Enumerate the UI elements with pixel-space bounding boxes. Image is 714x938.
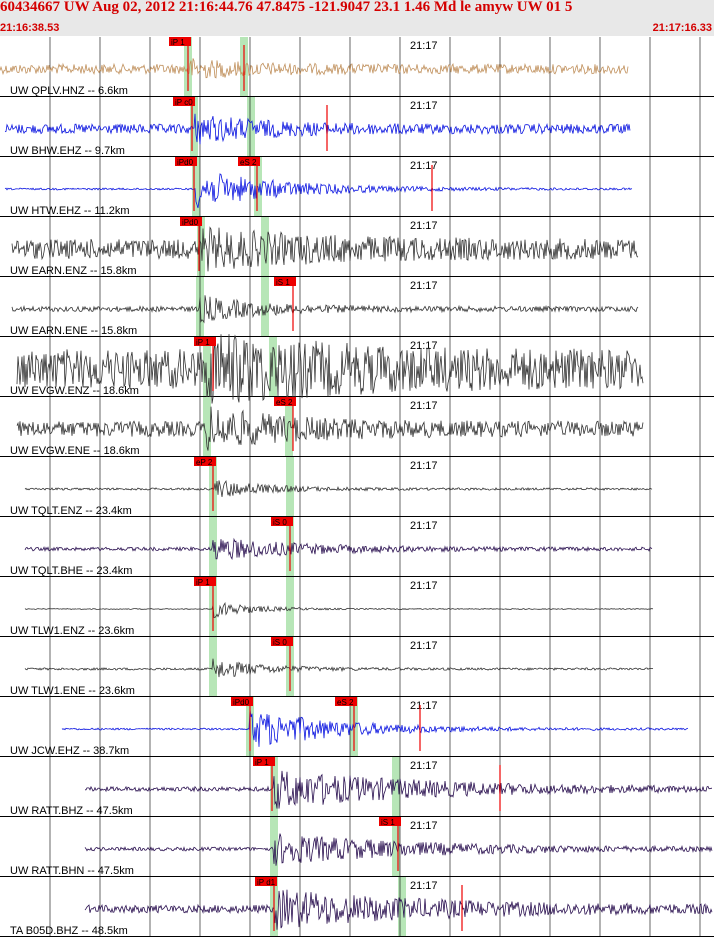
station-label: UW RATT.BHN -- 47.5km [10,865,134,877]
phase-pick-label: eS 2 [276,398,293,407]
phase-pick-label: eS 2 [337,698,354,707]
minute-tick-label: 21:17 [410,280,438,292]
phase-pick-label: iPd0 [182,218,199,227]
station-label: UW HTW.EHZ -- 11.2km [10,205,130,217]
pick-window [286,457,294,517]
pick-window [209,637,217,697]
minute-tick-label: 21:17 [410,100,438,112]
station-label: UW EARN.ENE -- 15.8km [10,325,137,337]
phase-pick-tag[interactable] [379,817,401,826]
station-label: UW EARN.ENZ -- 15.8km [10,265,137,277]
pick-window [203,397,211,457]
waveform-trace[interactable] [0,58,629,79]
waveform-trace[interactable] [24,479,653,498]
waveform-trace[interactable] [4,113,631,145]
station-label: UW RATT.BHZ -- 47.5km [10,805,133,817]
phase-pick-tag[interactable] [255,877,277,886]
station-label: UW TLW1.ENZ -- 23.6km [10,625,134,637]
window-start-time: 21:16:38.53 [0,22,60,34]
phase-pick-label: iP c0 [175,98,193,107]
pick-window [261,217,269,277]
phase-pick-label: iP 1 [171,38,185,47]
station-label: UW TQLT.BHE -- 23.4km [10,565,132,577]
minute-tick-label: 21:17 [410,160,438,172]
minute-tick-label: 21:17 [410,640,438,652]
pick-window [286,577,294,637]
minute-tick-label: 21:17 [410,400,438,412]
phase-pick-label: iS 0 [273,518,287,527]
waveform-trace[interactable] [16,334,644,407]
minute-tick-label: 21:17 [410,700,438,712]
waveform-trace[interactable] [11,226,639,272]
seismogram-panel[interactable]: 21:17 iP 1 UW QPLV.HNZ -- 6.6km 21:17 iP c0 U… [0,37,714,938]
minute-tick-label: 21:17 [410,760,438,772]
minute-tick-label: 21:17 [410,40,438,52]
minute-tick-label: 21:17 [410,880,438,892]
station-label: UW EVGW.ENE -- 18.6km [10,445,140,457]
phase-pick-label: iS 1 [381,818,395,827]
minute-tick-label: 21:17 [410,580,438,592]
pick-window [192,157,200,217]
phase-pick-label: iP 1 [255,758,269,767]
station-label: UW QPLV.HNZ -- 6.6km [10,85,128,97]
phase-pick-tag[interactable] [169,37,191,46]
station-label: UW EVGW.ENZ -- 18.6km [10,385,139,397]
waveform-trace[interactable] [24,537,653,561]
pick-window [269,337,277,397]
pick-window [398,877,406,937]
pick-window [203,337,211,397]
waveform-trace[interactable] [24,601,654,619]
phase-pick-tag[interactable] [194,337,216,346]
waveform-trace[interactable] [85,770,713,809]
phase-pick-label: iPd0 [177,158,194,167]
waveform-trace[interactable] [11,295,639,324]
phase-pick-tag[interactable] [194,457,216,466]
phase-pick-tag[interactable] [253,757,275,766]
phase-pick-label: eS 2 [240,158,257,167]
phase-pick-label: iS 1 [276,278,290,287]
phase-pick-tag[interactable] [274,277,296,286]
phase-pick-tag[interactable] [271,637,293,646]
window-end-time: 21:17:16.33 [652,22,712,34]
phase-pick-label: iP 1 [196,338,210,347]
minute-tick-label: 21:17 [410,220,438,232]
pick-window [209,517,217,577]
waveform-trace[interactable] [16,406,644,451]
pick-window [285,397,293,457]
phase-pick-label: iS 0 [273,638,287,647]
waveform-trace[interactable] [4,173,633,209]
waveform-trace[interactable] [84,889,713,930]
phase-pick-tag[interactable] [180,217,202,226]
pick-window [392,757,400,817]
waveform-trace[interactable] [24,658,654,678]
pick-window [270,817,278,877]
station-label: UW BHW.EHZ -- 9.7km [10,145,125,157]
station-label: UW TLW1.ENE -- 23.6km [10,685,135,697]
phase-pick-tag[interactable] [231,697,253,706]
phase-pick-tag[interactable] [238,157,260,166]
event-header: 60434667 UW Aug 02, 2012 21:16:44.76 47.… [0,0,714,36]
minute-tick-label: 21:17 [410,460,438,472]
station-label: TA B05D.BHZ -- 48.5km [10,925,128,937]
phase-pick-tag[interactable] [274,397,296,406]
event-title: 60434667 UW Aug 02, 2012 21:16:44.76 47.… [0,0,573,15]
phase-pick-tag[interactable] [335,697,357,706]
waveform-trace[interactable] [61,709,689,747]
minute-tick-label: 21:17 [410,340,438,352]
pick-window [261,277,269,337]
phase-pick-tag[interactable] [194,577,216,586]
phase-pick-tag[interactable] [173,97,195,106]
minute-tick-label: 21:17 [410,820,438,832]
station-label: UW JCW.EHZ -- 38.7km [10,745,129,757]
phase-pick-label: iP 1 [196,578,210,587]
phase-pick-tag[interactable] [175,157,197,166]
phase-pick-label: eP 2 [196,458,213,467]
pick-window [247,97,255,157]
minute-tick-label: 21:17 [410,520,438,532]
phase-pick-tag[interactable] [271,517,293,526]
station-label: UW TQLT.ENZ -- 23.4km [10,505,132,517]
phase-pick-label: iPd0 [233,698,250,707]
phase-pick-label: iP d1 [257,878,276,887]
